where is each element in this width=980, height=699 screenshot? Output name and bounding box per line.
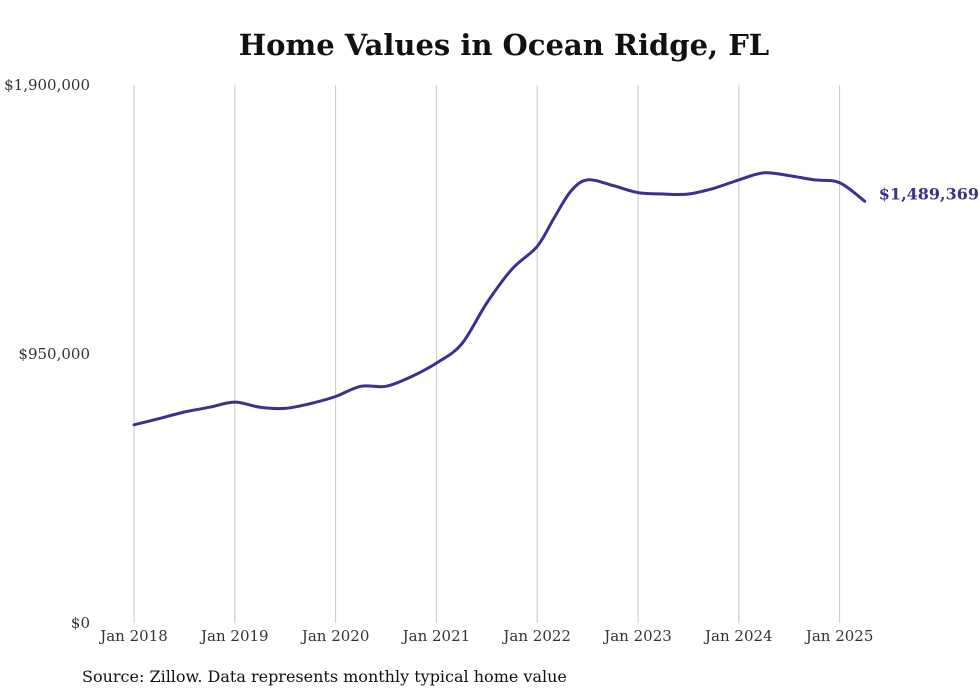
x-tick-label: Jan 2024: [703, 627, 773, 645]
y-tick-label: $1,900,000: [4, 76, 90, 94]
x-axis-ticks: Jan 2018 Jan 2019 Jan 2020 Jan 2021 Jan 2022…: [98, 627, 873, 645]
x-tick-label: Jan 2021: [401, 627, 471, 645]
chart-title: Home Values in Ocean Ridge, FL: [238, 28, 770, 62]
x-tick-label: Jan 2023: [602, 627, 672, 645]
end-value-label: $1,489,369: [879, 184, 979, 203]
x-tick-label: Jan 2019: [199, 627, 269, 645]
line-chart: $0$950,000$1,900,000 Jan 2018 Jan 2019 Jan…: [4, 76, 979, 645]
x-tick-label: Jan 2022: [501, 627, 571, 645]
y-tick-label: $0: [71, 614, 90, 632]
x-tick-label: Jan 2018: [98, 627, 168, 645]
series-line: [132, 171, 867, 427]
source-note: Source: Zillow. Data represents monthly …: [82, 667, 567, 686]
x-tick-label: Jan 2025: [804, 627, 874, 645]
y-tick-label: $950,000: [18, 345, 90, 363]
x-tick-label: Jan 2020: [300, 627, 370, 645]
y-axis-ticks: $0 $950,000 $1,900,000: [4, 76, 90, 632]
grid-lines: [133, 85, 841, 623]
